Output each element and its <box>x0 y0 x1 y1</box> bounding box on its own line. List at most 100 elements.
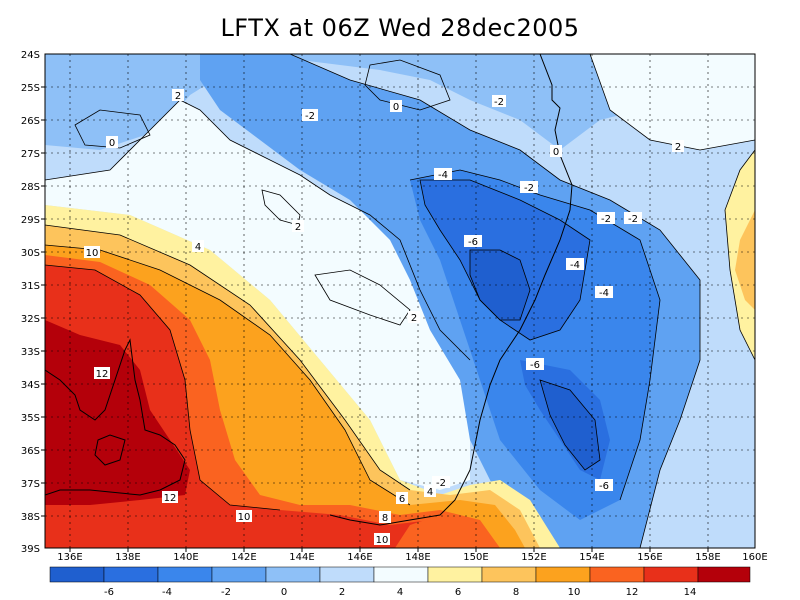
contour-line <box>469 249 531 321</box>
grid-lines <box>45 54 755 548</box>
x-tick-label: 144E <box>289 552 314 563</box>
contour-label: 0 <box>550 145 562 158</box>
colorbar-label: 14 <box>684 587 697 598</box>
contour-labels: -2 0 2 0 2 -2 -4 -2 -6 -4 -2 -4 2 -6 -6 … <box>84 89 684 546</box>
contour-band-4-6-east <box>590 54 755 150</box>
contour-line <box>45 224 411 491</box>
contour-label: 2 <box>408 311 420 324</box>
contour-label-text: -4 <box>570 260 580 271</box>
contour-label: -4 <box>434 168 452 181</box>
colorbar-swatch <box>535 566 591 583</box>
contour-line <box>314 269 411 326</box>
contour-label-text: -4 <box>438 170 448 181</box>
plot-frame <box>44 53 756 549</box>
coastline <box>45 54 573 526</box>
y-tick-label: 25S <box>21 83 40 94</box>
y-tick-label: 28S <box>21 182 40 193</box>
colorbar-label: -4 <box>162 587 172 598</box>
contour-label: 10 <box>84 246 100 259</box>
contour-lines <box>45 54 755 548</box>
contour-label: 12 <box>162 491 178 504</box>
contour-label-text: 4 <box>427 487 433 498</box>
contour-label: -2 <box>597 212 615 225</box>
colorbar-swatch <box>481 566 537 583</box>
colorbar-swatch <box>697 566 751 583</box>
contour-label: 8 <box>379 511 391 524</box>
contour-line <box>45 264 281 511</box>
contour-label-text: -2 <box>524 183 534 194</box>
colorbar: -6 -4 -2 0 2 4 6 8 10 12 14 <box>49 566 751 598</box>
contour-line <box>419 179 591 341</box>
contour-band-0-2 <box>45 54 755 150</box>
contour-label: 0 <box>390 100 402 113</box>
contour-line <box>364 59 451 111</box>
contour-label-text: 8 <box>382 513 388 524</box>
colorbar-swatch <box>319 566 375 583</box>
contour-label: 0 <box>106 136 118 149</box>
contour-label: 4 <box>424 485 436 498</box>
colorbar-swatch <box>643 566 699 583</box>
colorbar-label: -6 <box>104 587 114 598</box>
contour-label-text: 4 <box>195 242 201 253</box>
filled-contours <box>45 54 755 548</box>
colorbar-swatch <box>373 566 429 583</box>
x-tick-label: 150E <box>463 552 488 563</box>
contour-label-text: -4 <box>599 288 609 299</box>
contour-label: 12 <box>94 367 110 380</box>
x-tick-label: 154E <box>579 552 604 563</box>
colorbar-label: 0 <box>281 587 287 598</box>
x-tick-label: 160E <box>742 552 767 563</box>
y-tick-label: 26S <box>21 116 40 127</box>
contour-label-text: 2 <box>295 222 301 233</box>
contour-band-8-10-east <box>735 210 755 310</box>
x-tick-label: 152E <box>521 552 546 563</box>
y-tick-label: 29S <box>21 215 40 226</box>
contour-label: -2 <box>624 212 642 225</box>
coastline-gulf <box>45 338 186 496</box>
map-title: LFTX at 06Z Wed 28dec2005 <box>220 14 580 42</box>
contour-label-text: 12 <box>164 493 177 504</box>
y-tick-label: 24S <box>21 50 40 61</box>
y-tick-label: 34S <box>21 380 40 391</box>
y-tick-label: 31S <box>21 281 40 292</box>
contour-line <box>45 99 471 361</box>
colorbar-swatch <box>49 566 105 583</box>
x-tick-label: 158E <box>695 552 720 563</box>
contour-line <box>45 244 411 506</box>
contour-label: -6 <box>526 358 544 371</box>
contour-label-text: -2 <box>628 214 638 225</box>
contour-label: 2 <box>172 89 184 102</box>
contour-label-text: -2 <box>601 214 611 225</box>
contour-label-text: 0 <box>553 147 559 158</box>
contour-line <box>539 379 601 471</box>
contour-label-text: 2 <box>175 91 181 102</box>
colorbar-label: 12 <box>626 587 639 598</box>
contour-label: 4 <box>192 240 204 253</box>
contour-label-text: -2 <box>436 478 446 489</box>
contour-band-4-6-north <box>45 100 480 490</box>
colorbar-label: 10 <box>568 587 581 598</box>
y-axis: 24S 25S 26S 27S 28S 29S 30S 31S 32S 33S … <box>21 50 45 555</box>
contour-label-text: 10 <box>238 512 251 523</box>
contour-label: 2 <box>292 220 304 233</box>
contour-label-text: -2 <box>494 97 504 108</box>
colorbar-label: 2 <box>339 587 345 598</box>
contour-label-text: 6 <box>399 494 405 505</box>
x-tick-label: 142E <box>231 552 256 563</box>
colorbar-label: -2 <box>221 587 231 598</box>
coastline-peninsula <box>94 434 126 466</box>
contour-label-text: 2 <box>675 142 681 153</box>
contour-label: -6 <box>595 479 613 492</box>
contour-label-text: -6 <box>468 237 478 248</box>
colorbar-label: 8 <box>513 587 519 598</box>
contour-band-12-14-southeast <box>395 515 500 548</box>
contour-label-text: -6 <box>599 481 609 492</box>
contour-line <box>409 169 661 501</box>
contour-label-text: -2 <box>305 111 315 122</box>
contour-band-below-m6 <box>470 250 530 320</box>
colorbar-swatch <box>157 566 213 583</box>
contour-label: -2 <box>520 181 538 194</box>
contour-label-text: -6 <box>530 360 540 371</box>
contour-label: -2 <box>492 95 506 108</box>
